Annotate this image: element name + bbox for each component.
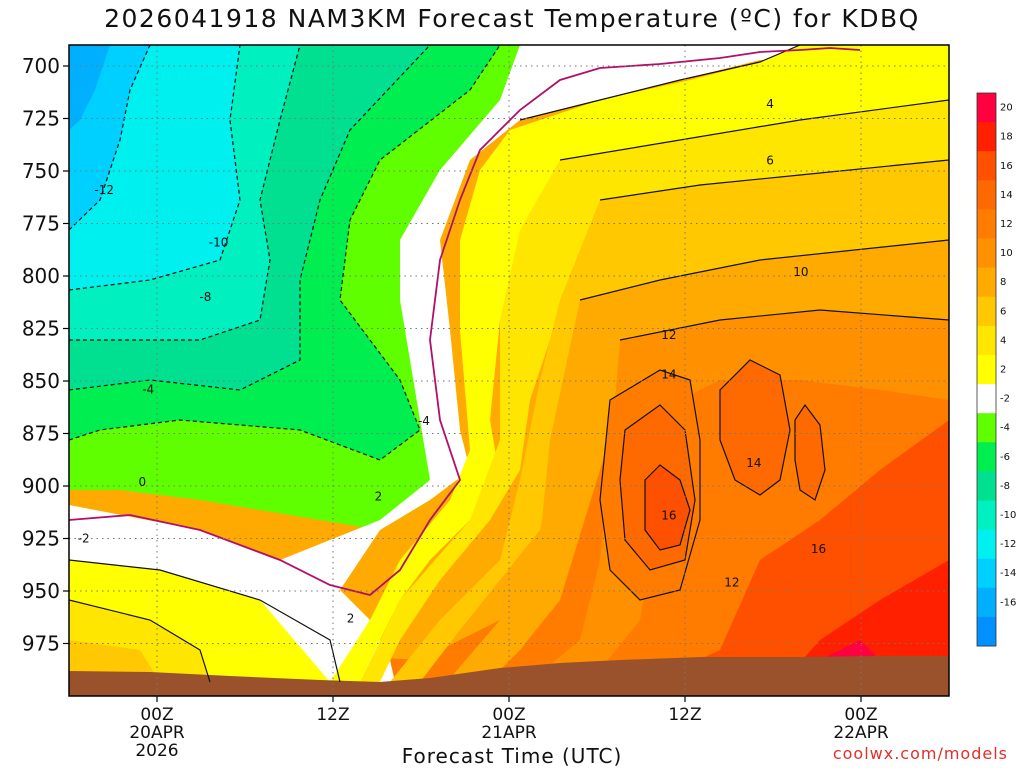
y-tick-label-7: 875 (22, 422, 60, 446)
y-tick-label-6: 850 (22, 369, 60, 393)
y-tick-label-8: 900 (22, 474, 60, 498)
colorbar-label-13: -8 (1000, 481, 1010, 492)
contour-label-3: -4 (142, 382, 154, 396)
contour-label-14: 14 (746, 456, 761, 470)
colorbar-label-11: -4 (1000, 423, 1010, 434)
contour-label-16: 16 (811, 542, 826, 556)
y-tick-label-11: 975 (22, 632, 60, 656)
y-tick-label-5: 825 (22, 317, 60, 341)
colorbar-label-14: -10 (1000, 510, 1016, 521)
colorbar-label-1: 18 (1000, 132, 1013, 143)
gridlines (69, 45, 949, 696)
contour-label-15: 16 (661, 508, 676, 522)
colorbar-label-2: 16 (1000, 161, 1013, 172)
colorbar-swatch-2 (977, 151, 996, 181)
terrain-fill (69, 656, 949, 696)
contour-label-1: -10 (209, 235, 229, 249)
colorbar-label-0: 20 (1000, 103, 1013, 114)
x-axis-label: Forecast Time (UTC) (401, 744, 623, 768)
x-tick-label-4: 00Z (844, 705, 877, 725)
credit-text: coolwx.com/models (832, 744, 1008, 763)
contour-label-9: 4 (766, 97, 774, 111)
contour-label-0: -12 (94, 183, 114, 197)
colorbar-label-9: 2 (1000, 365, 1006, 376)
colorbar-label-4: 12 (1000, 219, 1013, 230)
colorbar-swatch-1 (977, 122, 996, 152)
colorbar-label-17: -16 (1000, 597, 1016, 608)
contour-lines (69, 45, 949, 683)
colorbar-swatch-6 (977, 267, 996, 298)
colorbar-swatch-8 (977, 325, 996, 356)
colorbar-label-3: 14 (1000, 190, 1013, 201)
y-tick-label-4: 800 (22, 264, 60, 288)
colorbar-swatch-18 (977, 616, 996, 647)
colorbar-swatch-10 (977, 384, 996, 414)
colorbar: 20 18 16 14 12 10 8 6 4 2 -2 -4 -6 -8 -10 -12 -14 -16 (976, 92, 1016, 647)
y-tick-label-9: 925 (22, 527, 60, 551)
x-tick-date-2: 21APR (481, 723, 537, 743)
colorbar-swatch-14 (977, 500, 996, 531)
contour-label-4: -4 (418, 414, 430, 428)
colorbar-swatch-5 (977, 238, 996, 269)
freezing-line (69, 47, 861, 596)
x-tick-year-0: 2026 (135, 741, 178, 761)
colorbar-swatch-17 (977, 587, 996, 618)
y-axis: 700 725 750 775 800 825 850 875 900 925 950 975 (22, 54, 69, 656)
colorbar-swatch-16 (977, 558, 996, 589)
colorbar-frame (976, 92, 997, 647)
contour-label-2: -8 (199, 290, 211, 304)
x-tick-label-3: 12Z (668, 705, 701, 725)
x-tick-date-4: 22APR (833, 723, 889, 743)
contour-labels: -12 -10 -8 -4 -4 0 -2 2 2 4 6 10 12 14 14 16 16 12 (78, 97, 826, 625)
colorbar-swatch-4 (977, 209, 996, 240)
colorbar-swatch-7 (977, 296, 996, 327)
colorbar-label-8: 4 (1000, 335, 1006, 346)
contour-label-8: 2 (347, 611, 355, 625)
y-tick-label-1: 725 (22, 107, 60, 131)
colorbar-label-6: 8 (1000, 277, 1006, 288)
contour-label-10: 6 (766, 154, 774, 168)
colorbar-swatch-15 (977, 529, 996, 560)
colorbar-swatch-13 (977, 471, 996, 501)
colorbar-label-7: 6 (1000, 306, 1006, 317)
x-tick-label-2: 00Z (492, 705, 525, 725)
colorbar-label-5: 10 (1000, 248, 1013, 259)
x-tick-label-0: 00Z (140, 705, 173, 725)
y-tick-label-2: 750 (22, 159, 60, 183)
colorbar-swatch-0 (977, 93, 996, 123)
contour-label-5: 0 (139, 475, 147, 489)
contour-label-13: 14 (661, 368, 676, 382)
x-tick-date-0: 20APR (129, 723, 185, 743)
colorbar-swatch-3 (977, 180, 996, 210)
contour-label-17: 12 (724, 576, 739, 590)
colorbar-swatch-11 (977, 413, 996, 443)
colorbar-label-10: -2 (1000, 394, 1010, 405)
colorbar-label-12: -6 (1000, 452, 1010, 463)
colorbar-swatch-9 (977, 354, 996, 385)
colorbar-label-15: -12 (1000, 539, 1016, 550)
contour-label-12: 12 (661, 328, 676, 342)
x-tick-label-1: 12Z (316, 705, 349, 725)
contour-label-7: 2 (375, 490, 383, 504)
contour-label-6: -2 (78, 532, 90, 546)
colorbar-label-16: -14 (1000, 568, 1016, 579)
contour-label-11: 10 (793, 265, 808, 279)
y-tick-label-10: 950 (22, 579, 60, 603)
y-tick-label-3: 775 (22, 212, 60, 236)
colorbar-swatch-12 (977, 442, 996, 472)
y-tick-label-0: 700 (22, 54, 60, 78)
chart-title: 2026041918 NAM3KM Forecast Temperature (… (104, 4, 920, 33)
